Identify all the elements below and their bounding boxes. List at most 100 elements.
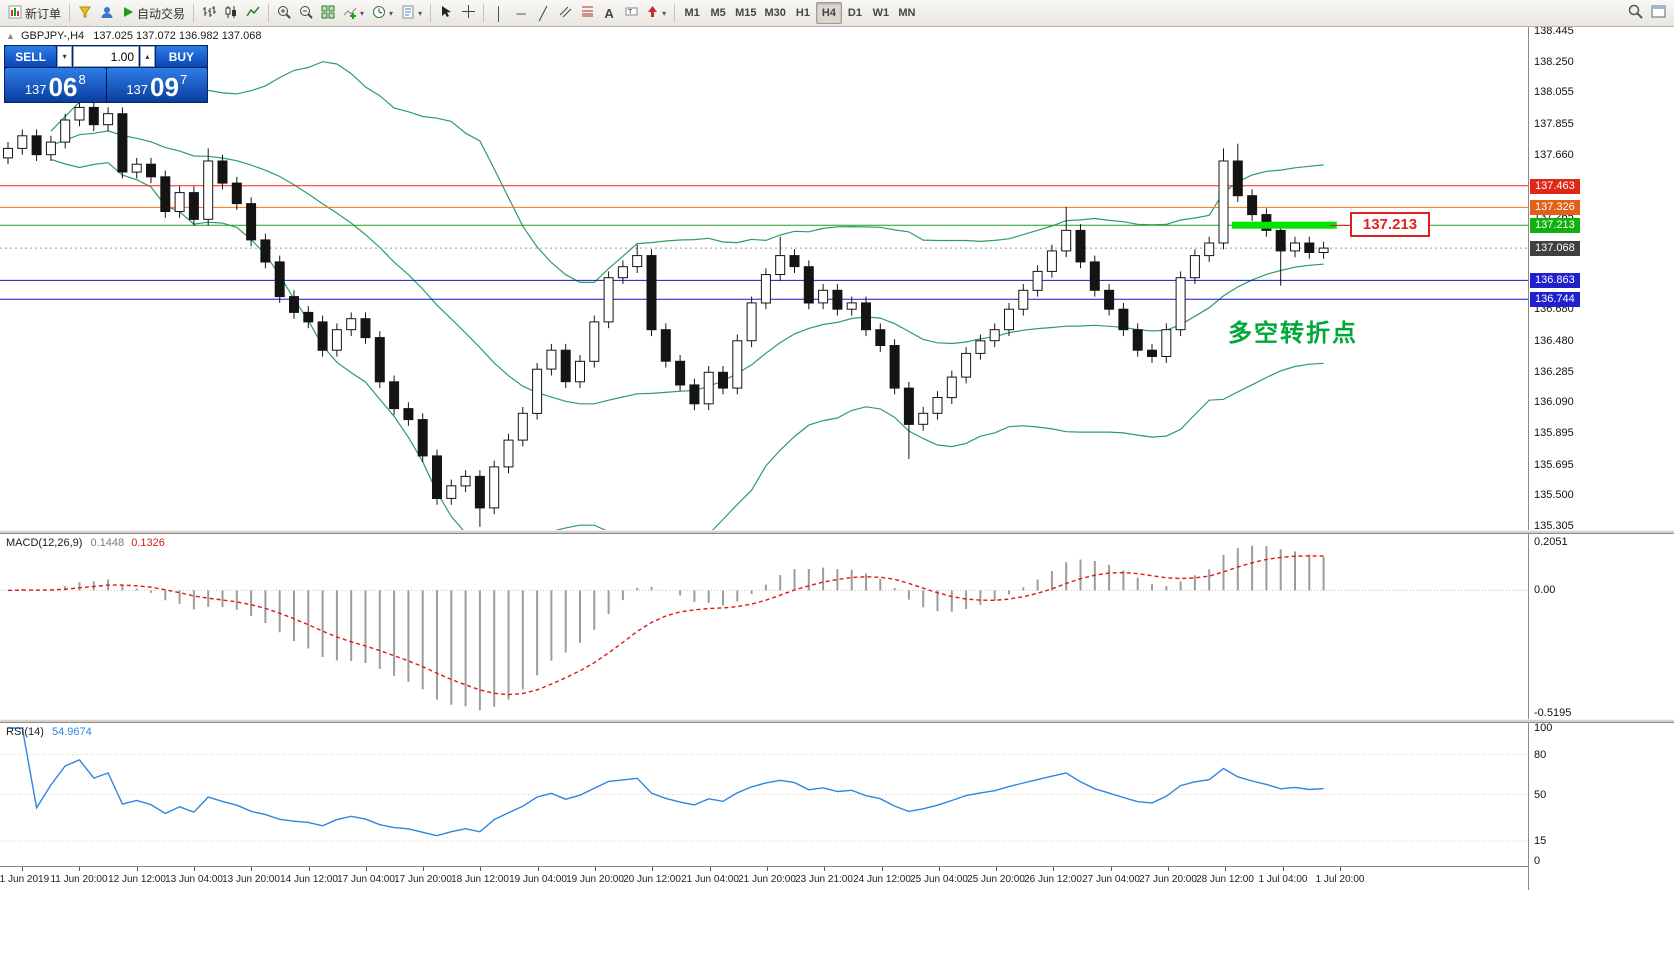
search-icon: [1628, 4, 1643, 22]
new-order-button[interactable]: 新订单: [4, 2, 65, 24]
main-toolbar: 新订单 自动交易: [0, 0, 1674, 27]
tile-windows-button[interactable]: [317, 2, 339, 24]
rsi-pane[interactable]: RSI(14) 54.9674: [0, 723, 1528, 866]
cursor-button[interactable]: [435, 2, 457, 24]
bar-chart-button[interactable]: [198, 2, 220, 24]
chart-annotation-text[interactable]: 多空转折点: [1228, 320, 1358, 347]
price-chart-pane[interactable]: ▲ GBPJPY-,H4 137.025 137.072 136.982 137…: [0, 27, 1528, 530]
buy-price-prefix: 137: [126, 82, 149, 97]
vertical-line-button[interactable]: │: [488, 2, 510, 24]
bar-chart-icon: [202, 5, 217, 22]
vertical-line-icon: │: [495, 5, 504, 21]
search-button[interactable]: [1624, 2, 1647, 24]
price-axis-badge: 137.068: [1530, 241, 1580, 256]
price-chart-svg[interactable]: [0, 27, 1528, 530]
rsi-axis-label: 100: [1534, 722, 1553, 734]
periods-button[interactable]: ▾: [368, 2, 397, 24]
zoom-in-button[interactable]: [273, 2, 295, 24]
volume-input[interactable]: [73, 46, 139, 67]
fibonacci-button[interactable]: [576, 2, 598, 24]
zoom-out-button[interactable]: [295, 2, 317, 24]
rsi-header: RSI(14) 54.9674: [6, 726, 92, 738]
indicators-button[interactable]: ▾: [339, 2, 368, 24]
buy-button[interactable]: BUY: [155, 46, 207, 67]
volume-increase-button[interactable]: ▴: [140, 46, 155, 67]
timeframe-MN[interactable]: MN: [898, 7, 916, 19]
time-axis-label: 28 Jun 12:00: [1196, 874, 1254, 885]
time-axis-tick: [652, 867, 653, 871]
trendline-icon: ╱: [539, 5, 547, 21]
macd-axis-label: 0.2051: [1534, 536, 1568, 548]
price-level-label[interactable]: 137.213: [1350, 212, 1430, 238]
new-order-icon: [8, 5, 22, 22]
crosshair-button[interactable]: [457, 2, 479, 24]
pane-separator[interactable]: [0, 530, 1674, 534]
new-window-button[interactable]: [1647, 2, 1670, 24]
timeframe-H4[interactable]: H4: [815, 2, 842, 24]
sell-button[interactable]: SELL: [5, 46, 57, 67]
timeframe-W1[interactable]: W1: [872, 7, 890, 19]
time-axis[interactable]: 11 Jun 2019 11 Jun 20:00 12 Jun 12:00 13 Ju…: [0, 866, 1528, 890]
sell-price-button[interactable]: 137 06 8: [5, 68, 106, 102]
crosshair-icon: [461, 5, 475, 21]
rsi-svg[interactable]: [0, 723, 1528, 866]
autotrading-button[interactable]: 自动交易: [118, 2, 189, 24]
horizontal-line-button[interactable]: ─: [510, 2, 532, 24]
macd-axis-label: -0.5195: [1534, 707, 1572, 719]
price-axis-label: 137.855: [1534, 118, 1574, 130]
channel-icon: [559, 5, 572, 21]
buy-price-sup: 7: [179, 72, 188, 87]
one-click-trading-panel: SELL ▾ ▴ BUY 137 06 8 137 09 7: [4, 45, 208, 103]
time-axis-tick: [595, 867, 596, 871]
timeframe-M5[interactable]: M5: [710, 7, 726, 19]
arrow-tools-button[interactable]: ▾: [642, 2, 670, 24]
toolbar-separator: [674, 4, 676, 22]
time-axis-label: 12 Jun 12:00: [108, 874, 166, 885]
price-axis-label: 135.305: [1534, 520, 1574, 532]
text-button[interactable]: A: [598, 2, 620, 24]
time-axis-tick: [767, 867, 768, 871]
svg-text:T: T: [628, 9, 633, 16]
time-axis-label: 27 Jun 20:00: [1139, 874, 1197, 885]
zoom-in-icon: [277, 5, 291, 22]
volume-decrease-button[interactable]: ▾: [57, 46, 72, 67]
toolbar-right-group: [1624, 2, 1670, 24]
time-axis-tick: [538, 867, 539, 871]
macd-pane[interactable]: MACD(12,26,9) 0.1448 0.1326: [0, 534, 1528, 719]
price-axis-label: 137.660: [1534, 149, 1574, 161]
macd-axis-label: 0.00: [1534, 584, 1556, 596]
timeframe-M1[interactable]: M1: [684, 7, 700, 19]
trendline-button[interactable]: ╱: [532, 2, 554, 24]
price-axis-label: 136.090: [1534, 396, 1574, 408]
toolbar-separator: [268, 4, 270, 22]
line-chart-button[interactable]: [242, 2, 264, 24]
timeframe-H1[interactable]: H1: [795, 7, 810, 19]
timeframe-M30[interactable]: M30: [764, 7, 786, 19]
buy-price-button[interactable]: 137 09 7: [106, 68, 207, 102]
time-axis-label: 17 Jun 04:00: [337, 874, 395, 885]
bottom-filler: [0, 890, 1674, 953]
pane-separator[interactable]: [0, 719, 1674, 723]
price-axis[interactable]: 138.445 138.250 138.055 137.855 137.660 137.2…: [1528, 25, 1674, 890]
candlestick-chart-button[interactable]: [220, 2, 242, 24]
arrow-tools-icon: [646, 5, 659, 21]
channel-button[interactable]: [554, 2, 576, 24]
sell-price-prefix: 137: [24, 82, 47, 97]
macd-svg[interactable]: [0, 534, 1528, 719]
rsi-axis-label: 80: [1534, 749, 1547, 761]
guide-button[interactable]: [74, 2, 96, 24]
timeframe-D1[interactable]: D1: [847, 7, 862, 19]
text-label-button[interactable]: T: [620, 2, 642, 24]
timeframe-M15[interactable]: M15: [735, 7, 757, 19]
time-axis-tick: [79, 867, 80, 871]
time-axis-tick: [309, 867, 310, 871]
price-axis-label: 136.480: [1534, 335, 1574, 347]
time-axis-label: 19 Jun 20:00: [566, 874, 624, 885]
price-axis-badge: 136.863: [1530, 273, 1580, 288]
community-button[interactable]: [96, 2, 118, 24]
price-divider: [105, 68, 107, 102]
rsi-axis-label: 50: [1534, 789, 1547, 801]
collapse-one-click-icon[interactable]: ▲: [6, 31, 15, 41]
templates-button[interactable]: ▾: [397, 2, 426, 24]
